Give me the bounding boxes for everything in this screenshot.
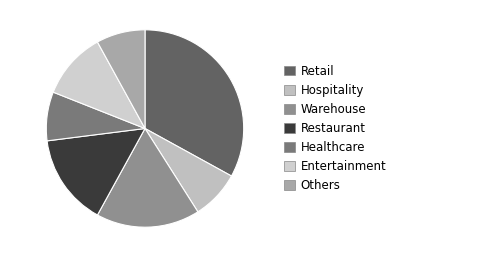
Wedge shape bbox=[98, 30, 145, 128]
Wedge shape bbox=[46, 92, 145, 141]
Wedge shape bbox=[47, 128, 145, 215]
Legend: Retail, Hospitality, Warehouse, Restaurant, Healthcare, Entertainment, Others: Retail, Hospitality, Warehouse, Restaura… bbox=[279, 60, 391, 197]
Wedge shape bbox=[53, 42, 145, 128]
Wedge shape bbox=[98, 128, 198, 227]
Wedge shape bbox=[145, 128, 232, 212]
Wedge shape bbox=[145, 30, 244, 176]
